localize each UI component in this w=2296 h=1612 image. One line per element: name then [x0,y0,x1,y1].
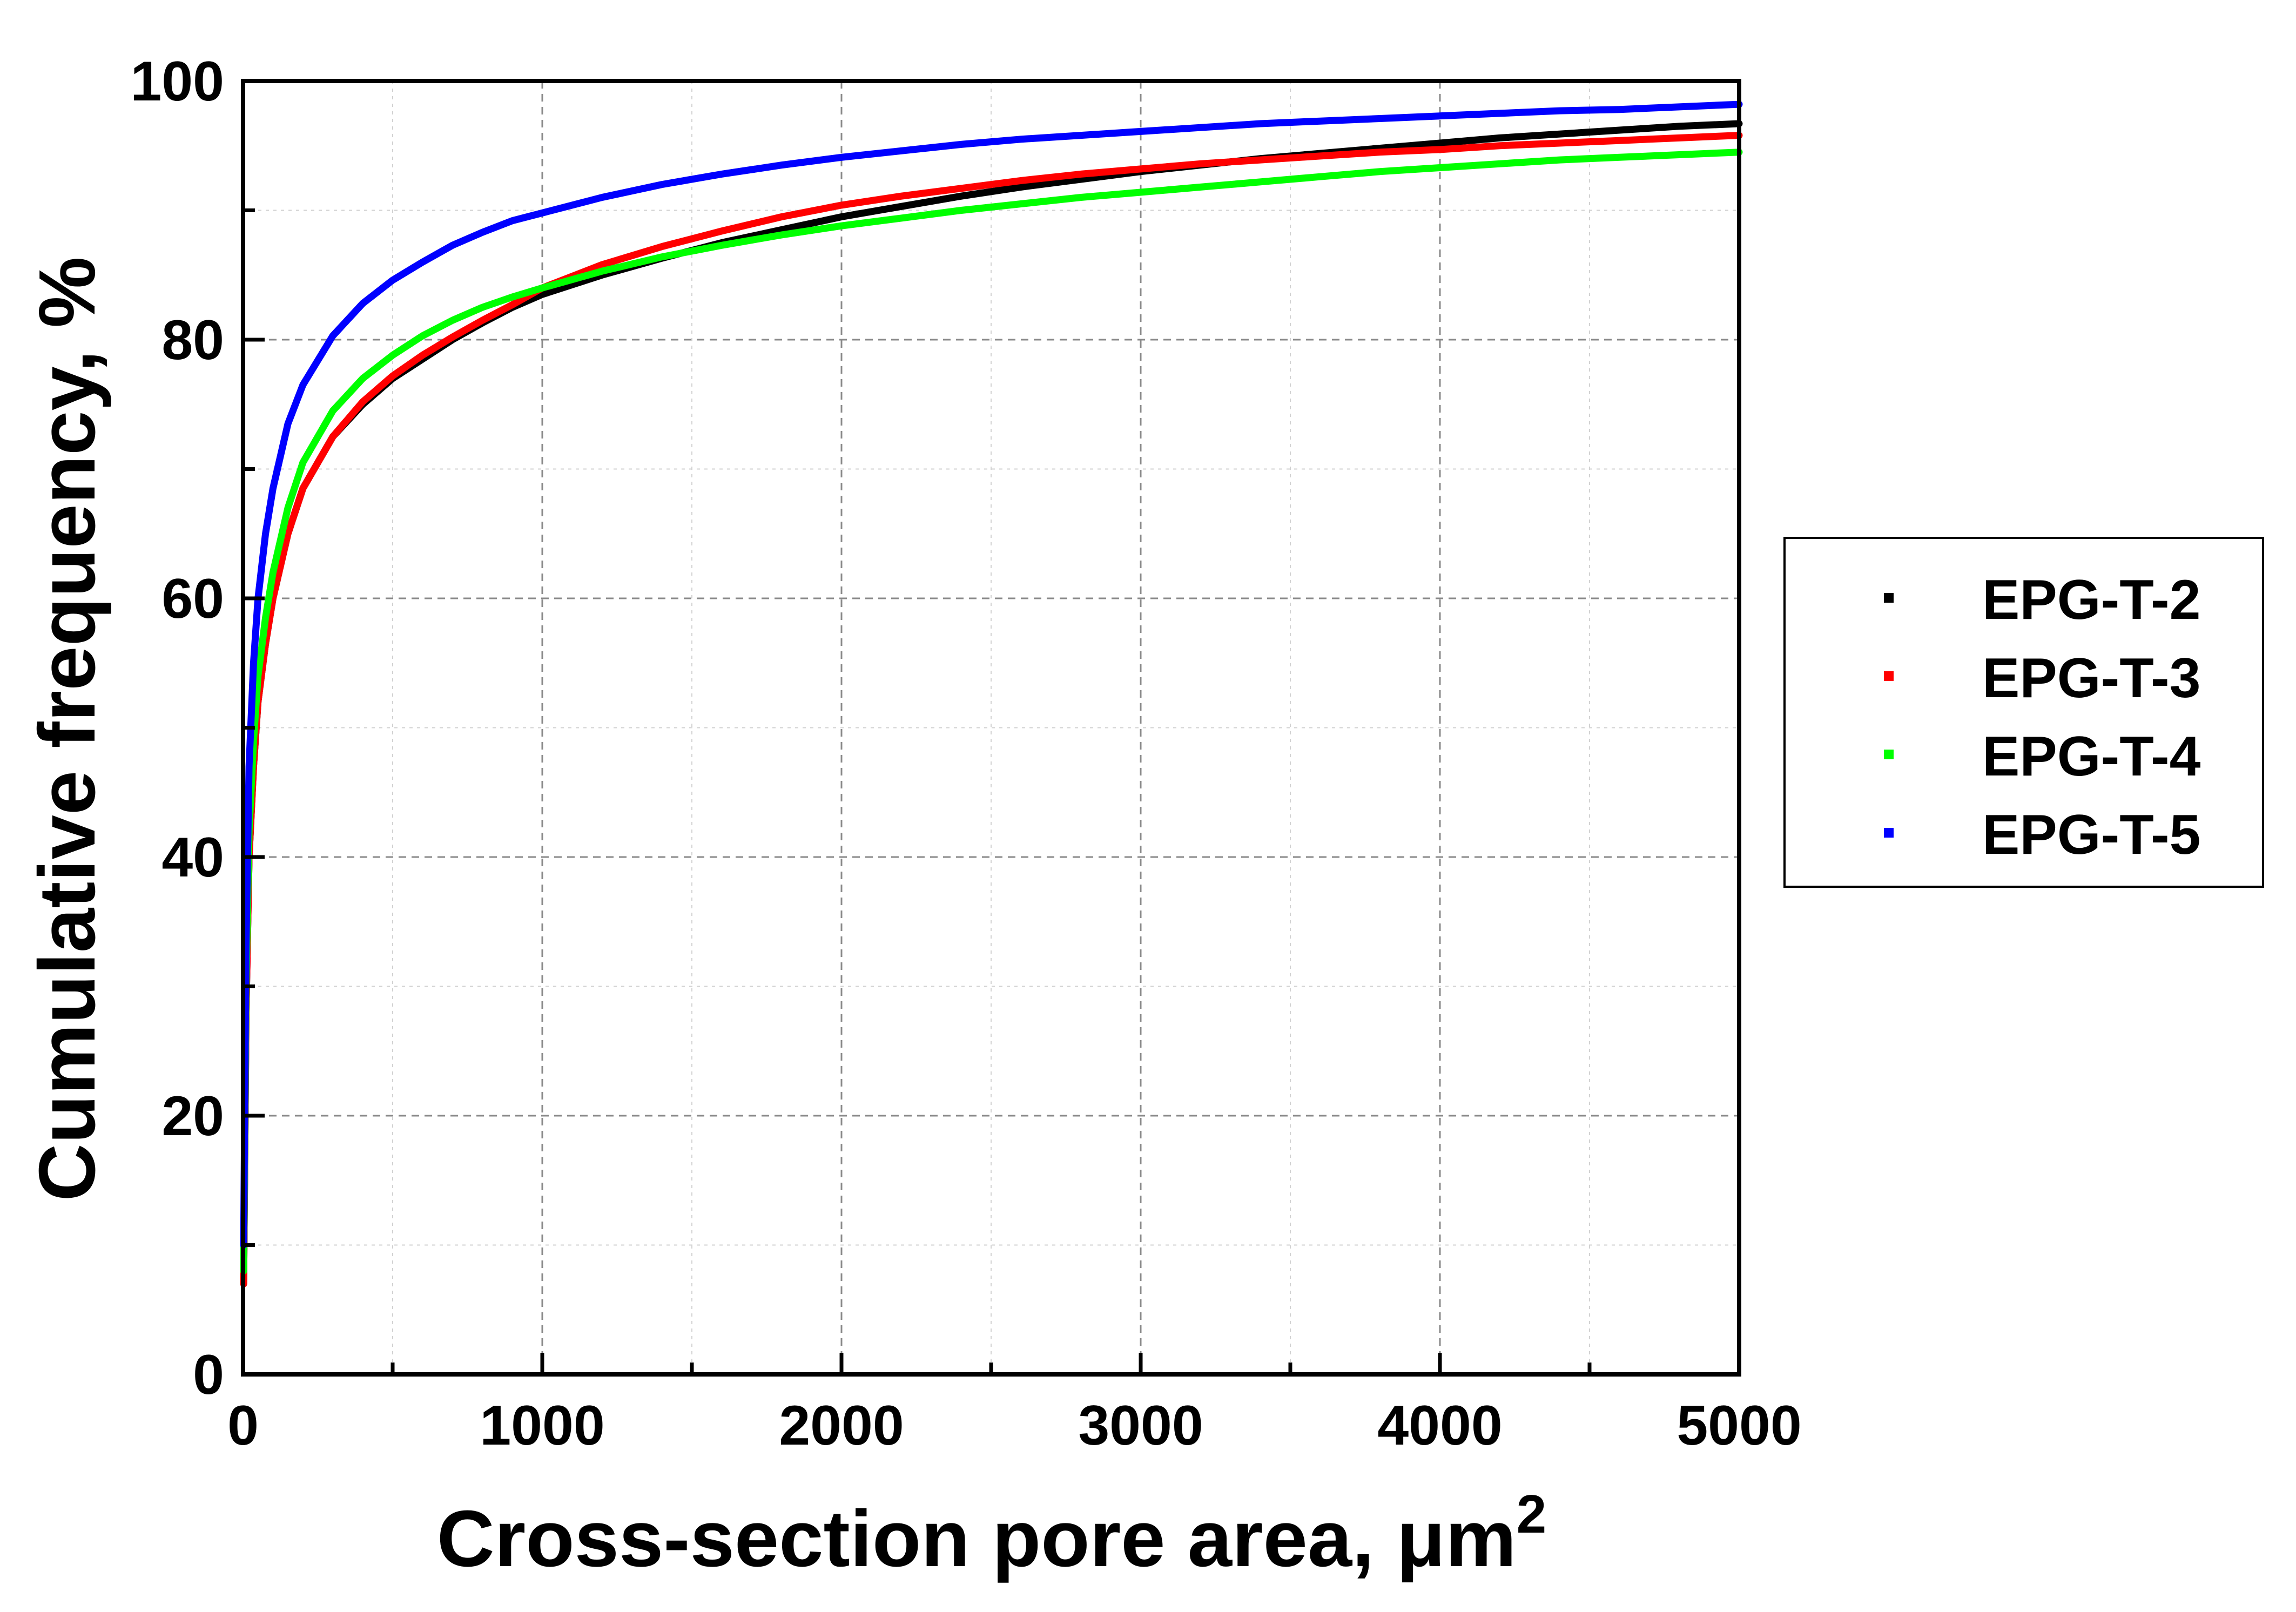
x-tick-label: 5000 [1676,1394,1801,1457]
x-tick-label: 1000 [480,1394,604,1457]
y-tick-labels: 0 20 40 60 80 100 [130,50,224,1406]
x-tick-label: 0 [227,1394,259,1457]
legend-item-epg-t-4: EPG-T-4 [1884,725,2201,788]
x-axis-title: Cross-section pore area, μm2 [437,1484,1546,1583]
legend-item-epg-t-2: EPG-T-2 [1884,569,2201,631]
legend-marker [1884,671,1894,681]
major-gridlines [243,81,1739,1374]
legend: EPG-T-2 EPG-T-3 EPG-T-4 EPG-T-5 [1783,537,2264,888]
legend-marker [1884,750,1894,759]
legend-item-epg-t-3: EPG-T-3 [1884,647,2201,710]
x-tick-label: 4000 [1377,1394,1502,1457]
x-axis-title-superscript: 2 [1517,1484,1547,1544]
y-tick-label: 40 [161,826,224,889]
series-line-epg-t-5 [240,100,1743,1249]
legend-label: EPG-T-2 [1982,569,2201,631]
legend-box [1783,537,2264,888]
series-line-epg-t-3 [240,132,1743,1287]
series-line-epg-t-4 [240,149,1743,1274]
legend-label: EPG-T-4 [1982,725,2201,788]
y-tick-label: 80 [161,309,224,372]
x-tick-labels: 0 1000 2000 3000 4000 5000 [227,1394,1802,1457]
y-axis-title: Cumulative frequency, % [23,257,112,1201]
legend-marker [1884,593,1894,603]
x-tick-label: 3000 [1078,1394,1203,1457]
y-tick-label: 100 [130,50,224,113]
series-lines [240,100,1743,1287]
legend-marker [1884,828,1894,838]
x-tick-label: 2000 [779,1394,904,1457]
legend-label: EPG-T-3 [1982,647,2201,710]
legend-items: EPG-T-2 EPG-T-3 EPG-T-4 EPG-T-5 [1884,569,2201,866]
y-tick-label: 0 [193,1344,224,1406]
y-tick-label: 20 [161,1085,224,1148]
legend-item-epg-t-5: EPG-T-5 [1884,804,2201,866]
legend-label: EPG-T-5 [1982,804,2201,866]
y-tick-label: 60 [161,568,224,630]
axis-ticks [241,79,1741,1377]
x-axis-title-text: Cross-section pore area, μm [437,1494,1517,1583]
